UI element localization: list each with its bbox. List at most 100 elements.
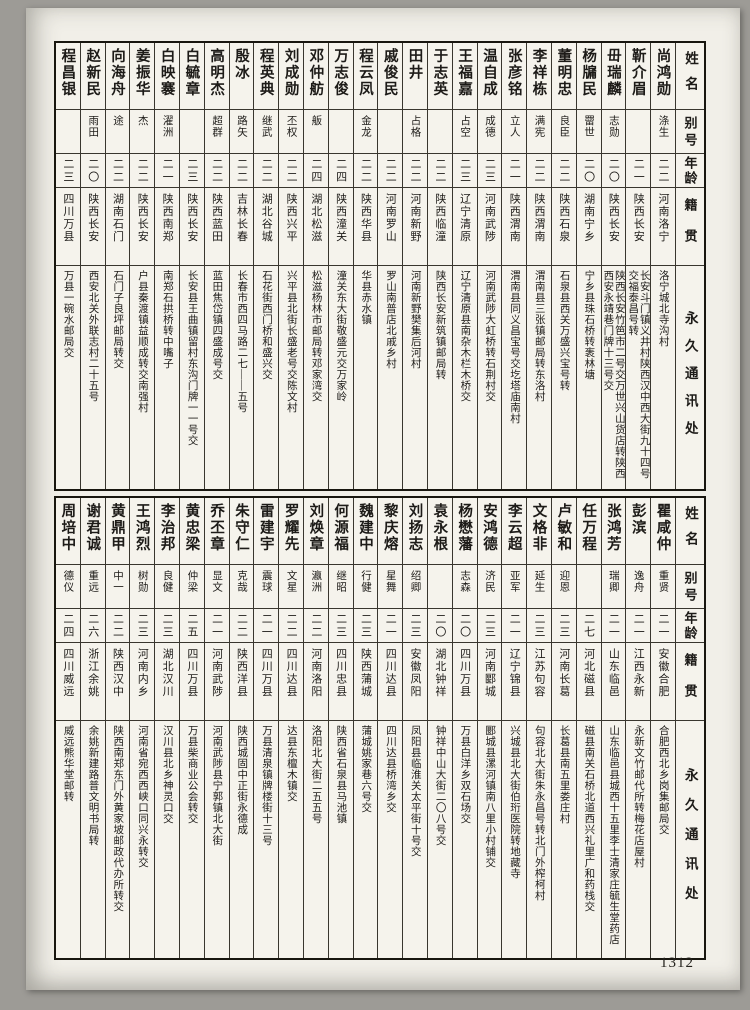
entry-address-cell-text: 罗山南普店北戚乡村	[385, 270, 396, 369]
entry-native-cell: 湖北谷城	[254, 187, 279, 265]
directory-table-bottom: 姓名 别号 年龄 籍贯 永久通讯处 瞿咸仲 重贤 二一 安徽合肥 合肥西北乡岗集邮局交 彭滨 逸舟 二一…	[54, 496, 706, 960]
entry-address-cell-text: 华县赤水镇	[360, 270, 372, 325]
header-age-label: 年龄	[675, 153, 704, 187]
entry-column: 刘扬志 绍卿 二三 安徽凤阳 凤阳县临淮关太平街十号交	[402, 498, 427, 958]
entry-address-cell: 渭南县同义昌宝号交圪塔庙南村	[502, 265, 527, 489]
entry-age-cell-text: 二四	[334, 157, 347, 184]
entry-name-cell-text: 朱守仁	[232, 503, 249, 553]
entry-age-cell-text: 二二	[111, 157, 124, 184]
entry-native-cell-text: 陕西渭南	[508, 193, 521, 243]
entry-age-cell-text: 二二	[657, 157, 670, 184]
entry-native-cell: 湖北钟祥	[427, 642, 452, 720]
entry-name-cell: 邓仲舫	[304, 43, 328, 109]
entry-age-cell-text: 二一	[508, 612, 521, 639]
entry-age-cell: 二二	[254, 153, 279, 187]
entry-alias-cell: 亚军	[502, 564, 527, 608]
entry-address-cell: 河南武陟县宁郭镇北大街	[204, 720, 229, 958]
entry-age-cell: 二三	[477, 608, 502, 642]
entry-address-cell: 宁乡县珠石桥转袠林塘	[576, 265, 601, 489]
entry-address-cell: 合肥西北乡岗集邮局交	[651, 720, 675, 958]
entry-column: 瞿咸仲 重贤 二一 安徽合肥 合肥西北乡岗集邮局交	[650, 498, 675, 958]
entry-alias-cell-text: 德仪	[62, 570, 74, 593]
entry-name-cell-text: 黄忠梁	[183, 503, 200, 553]
entry-name-cell: 于志英	[428, 43, 452, 109]
entry-column: 杨牖民 罶世 二〇 湖南宁乡 宁乡县珠石桥转袠林塘	[575, 43, 601, 489]
entry-address-cell-text: 户县秦渡镇益顺成转交南强村	[137, 270, 149, 413]
entry-native-cell-text: 四川达县	[285, 648, 298, 698]
entry-alias-cell-text: 显文	[211, 570, 223, 593]
entry-column: 王鸿烈 树勋 二三 河南内乡 河南省宛西西峡口同兴永转交	[129, 498, 155, 958]
entry-name-cell-text: 万志俊	[332, 48, 349, 98]
entry-native-cell-text: 河南洛宁	[657, 193, 670, 243]
entry-alias-cell-text: 舨	[310, 115, 322, 127]
header-address-label: 永久通讯处	[675, 720, 704, 958]
entry-column: 于志英 二二 陕西临潼 陕西长安新筑镇邮局转	[426, 43, 452, 489]
entry-native-cell-text: 湖北钟祥	[433, 648, 446, 698]
entry-column: 白毓章 二三 陕西长安 长安县王曲镇留村东沟门牌一一号交	[178, 43, 204, 489]
entry-column: 周培中 德仪 二四 四川威远 威远熊华堂邮转	[56, 498, 80, 958]
entry-name-cell: 白映褰	[155, 43, 179, 109]
entry-address-cell-text: 长葛县南五里娄庄村	[558, 725, 570, 824]
header-name-label-text: 姓名	[682, 506, 698, 557]
header-column: 姓名 别号 年龄 籍贯 永久通讯处	[674, 43, 704, 489]
entry-name-cell-text: 黎庆熔	[381, 503, 398, 553]
entry-age-cell-text: 二二	[285, 612, 298, 639]
entry-age-cell-text: 二一	[632, 612, 645, 639]
entry-alias-cell: 占空	[452, 109, 477, 153]
entry-native-cell: 四川达县	[378, 642, 403, 720]
entry-alias-cell-text: 满宪	[533, 115, 545, 138]
entry-age-cell-text: 二三	[161, 612, 174, 639]
entry-column: 黄鼎甲 中一 二二 陕西汉中 陕西南郑东门外黄家坡邮政代办所转交	[104, 498, 130, 958]
entry-name-cell-text: 戚俊民	[381, 48, 398, 98]
entry-age-cell: 二〇	[80, 153, 105, 187]
entry-native-cell-text: 安徽凤阳	[409, 648, 422, 698]
entry-alias-cell-text: 克哉	[235, 570, 247, 593]
entry-native-cell-text: 江西永新	[632, 648, 645, 698]
entry-age-cell: 二一	[651, 608, 675, 642]
entry-alias-cell: 瑞卿	[601, 564, 626, 608]
entry-column: 温自成 成德 二三 河南武陟 河南武陟大虹桥转石荆村交	[476, 43, 502, 489]
entry-name-cell-text: 董明忠	[555, 48, 572, 98]
entry-name-cell-text: 谢君诚	[84, 503, 101, 553]
entry-address-cell: 山东临邑县城西十五里李士清家庄毓生堂药店	[601, 720, 626, 958]
entry-alias-cell-text: 志勋	[607, 115, 619, 138]
entry-native-cell-text: 四川万县	[185, 648, 198, 698]
entry-alias-cell-text: 行健	[359, 570, 371, 593]
entry-column: 邓仲舫舨二四 湖北松滋 松滋杨林市邮局转邓家湾交	[302, 43, 328, 489]
entry-name-cell: 高明杰	[205, 43, 229, 109]
entry-alias-cell	[626, 109, 651, 153]
entry-age-cell: 二三	[155, 608, 179, 642]
entry-alias-cell-text: 济民	[483, 570, 495, 593]
entry-age-cell: 二一	[626, 608, 651, 642]
entry-name-cell-text: 张鸿芳	[604, 503, 621, 553]
entry-alias-cell: 济民	[477, 564, 502, 608]
entry-column: 刘焕章 瀛洲 二二 河南洛阳 洛阳北大街二五五号	[302, 498, 328, 958]
entry-name-cell-text: 李云超	[505, 503, 522, 553]
header-native-label-text: 籍贯	[682, 198, 698, 260]
entry-column: 朱守仁 克哉 二二 陕西洋县 陕西城固中正街永德成	[228, 498, 254, 958]
entry-native-cell: 陕西潼关	[328, 187, 353, 265]
entry-name-cell-text: 任万程	[580, 503, 597, 553]
entry-age-cell-text: 二二	[235, 612, 248, 639]
entry-age-cell-text: 二一	[508, 157, 521, 184]
entry-address-cell-text: 石花街西门桥和盛兴交	[261, 270, 273, 380]
entry-name-cell-text: 白映褰	[158, 48, 175, 98]
entry-age-cell-text: 二〇	[86, 157, 99, 184]
entry-native-cell-text: 辽宁锦县	[508, 648, 521, 698]
entry-address-cell-text: 长安斗门镇义井村陕西汉中西大街九十四号交福泰昌号转	[627, 270, 650, 479]
entry-native-cell-text: 湖北谷城	[260, 193, 273, 243]
header-age-label: 年龄	[675, 608, 704, 642]
entry-name-cell-text: 瞿咸仲	[654, 503, 671, 553]
entry-age-cell: 二二	[204, 153, 229, 187]
entry-name-cell-text: 乔丕章	[208, 503, 225, 553]
entry-address-cell-text: 河南新野樊集后河村	[409, 270, 421, 369]
entry-name-cell-text: 李治邦	[158, 503, 175, 553]
entry-name-cell-text: 程英典	[257, 48, 274, 98]
entry-alias-cell: 路矢	[229, 109, 254, 153]
entry-alias-cell	[378, 109, 403, 153]
entry-address-cell: 万县一碗水邮局交	[56, 265, 80, 489]
entry-name-cell-text: 安鸿德	[480, 503, 497, 553]
entry-native-cell-text: 陕西潼关	[334, 193, 347, 243]
entry-address-cell: 南郑石拱桥转中嘴子	[155, 265, 179, 489]
entry-alias-cell: 良健	[155, 564, 179, 608]
